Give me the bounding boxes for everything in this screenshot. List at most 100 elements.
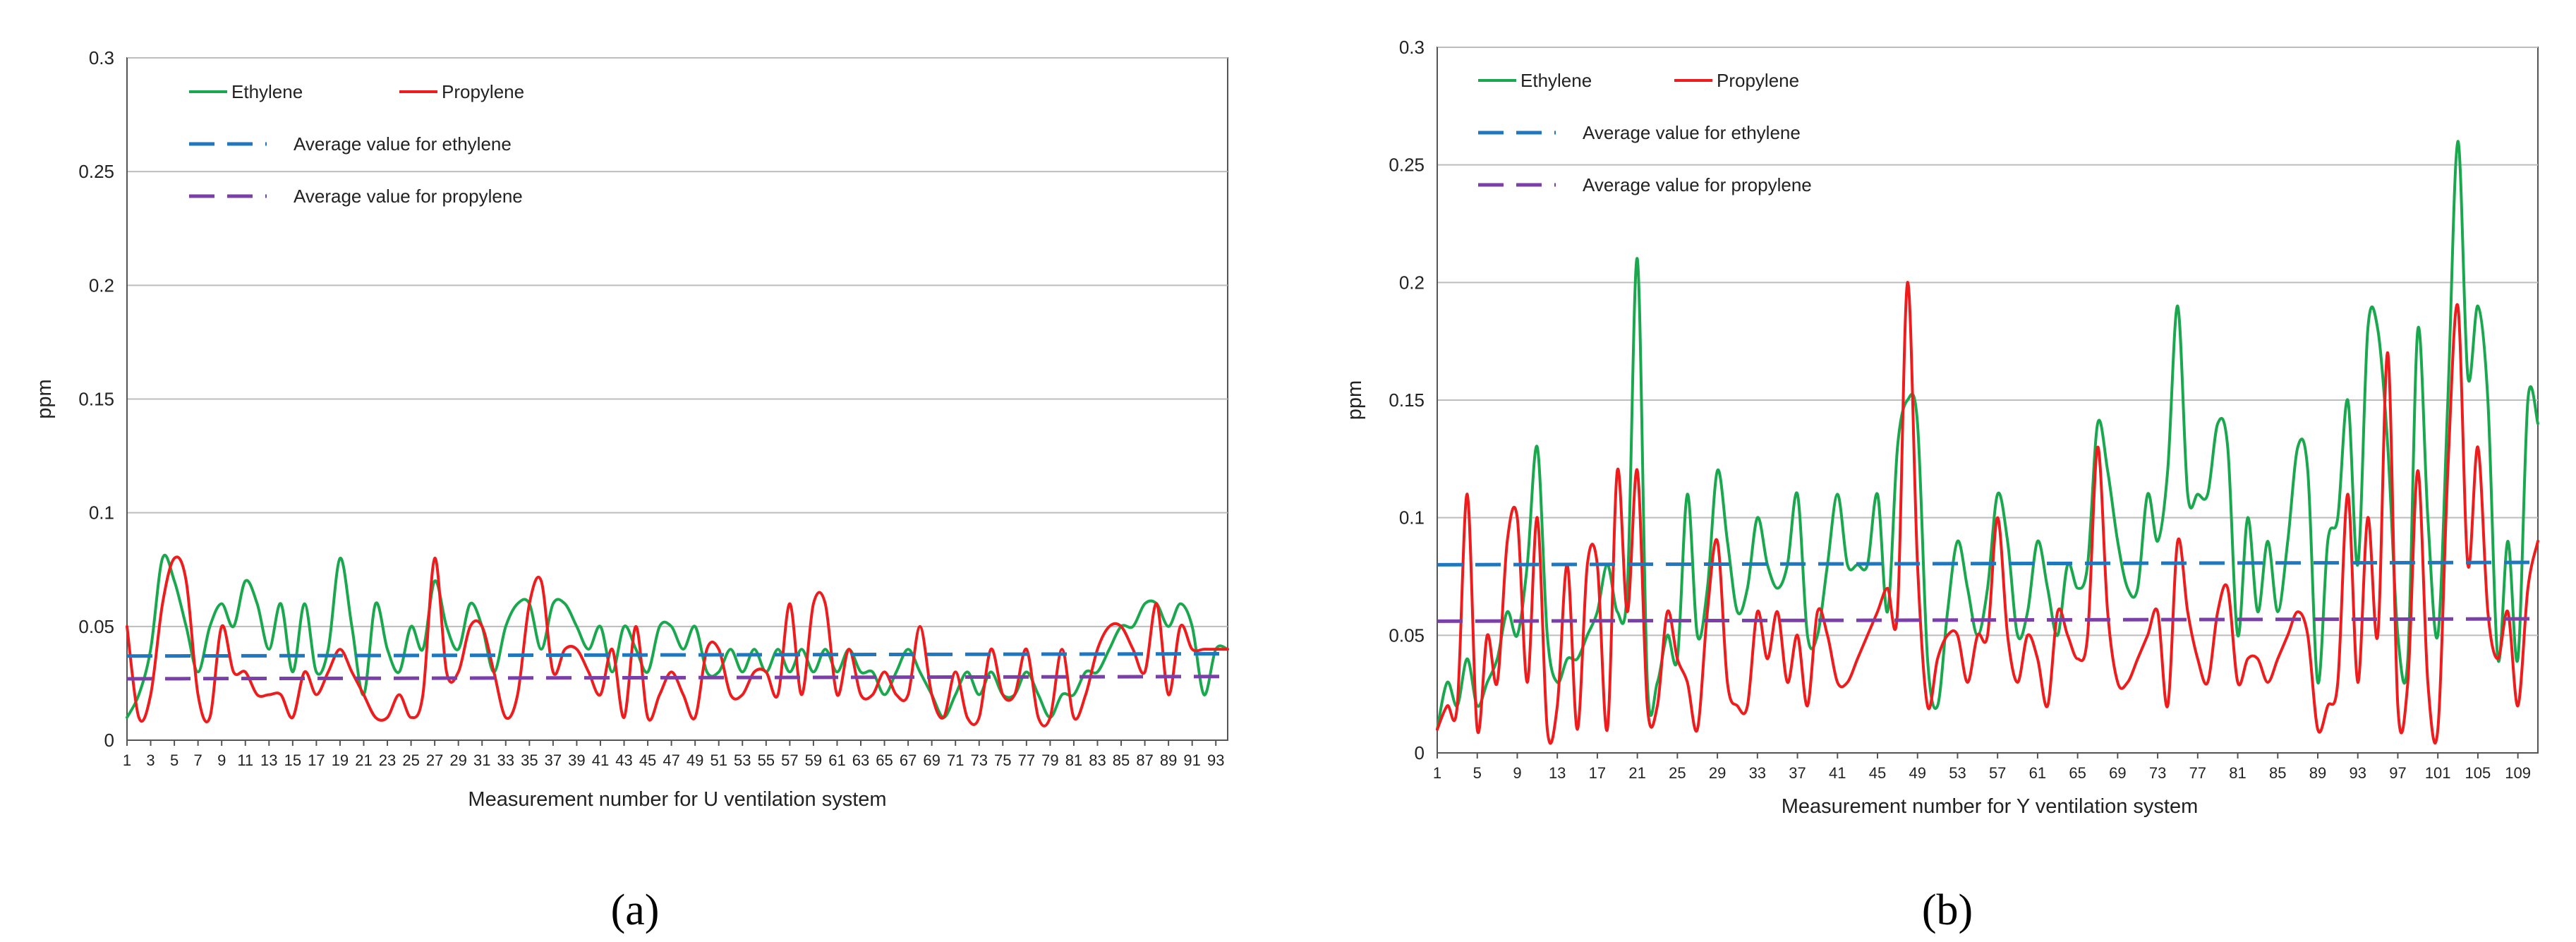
legend-label: Ethylene	[1520, 70, 1592, 91]
x-tick-label: 23	[379, 751, 396, 769]
x-tick-label: 1	[123, 751, 131, 769]
series-line-ethylene	[1436, 140, 2539, 731]
x-tick-label: 17	[308, 751, 325, 769]
x-tick-label: 39	[568, 751, 585, 769]
series-line-average-value-for-ethylene	[1437, 560, 2539, 567]
y-axis-title: ppm	[33, 379, 56, 418]
x-tick-label: 25	[1669, 764, 1686, 782]
x-tick-label: 31	[473, 751, 490, 769]
x-tick-label: 89	[2309, 764, 2326, 782]
x-tick-label: 5	[1473, 764, 1482, 782]
x-tick-label: 109	[2505, 764, 2531, 782]
x-tick-label: 5	[170, 751, 179, 769]
x-tick-label: 85	[2269, 764, 2286, 782]
y-tick-label: 0.2	[89, 274, 114, 296]
x-tick-label: 11	[237, 751, 253, 769]
x-tick-label: 85	[1113, 751, 1130, 769]
x-tick-label: 93	[1207, 751, 1224, 769]
x-tick-label: 7	[194, 751, 202, 769]
x-tick-label: 83	[1089, 751, 1106, 769]
y-tick-label: 0.1	[89, 502, 114, 524]
legend: Ethylene Propylene Average value for ethyl…	[189, 81, 524, 207]
x-axis-title: Measurement number for U ventilation sys…	[468, 788, 886, 811]
x-tick-label: 77	[2189, 764, 2206, 782]
x-tick-label: 29	[1709, 764, 1726, 782]
x-tick-label: 33	[497, 751, 514, 769]
x-tick-label: 61	[2029, 764, 2046, 782]
x-tick-label: 45	[1869, 764, 1886, 782]
x-tick-label: 25	[402, 751, 419, 769]
x-tick-label: 93	[2349, 764, 2366, 782]
x-tick-label: 59	[805, 751, 822, 769]
y-tick-label: 0.15	[78, 389, 114, 410]
x-tick-label: 75	[994, 751, 1011, 769]
x-tick-label: 57	[781, 751, 798, 769]
y-tick-label: 0.25	[1389, 155, 1425, 176]
x-tick-label: 29	[449, 751, 466, 769]
x-tick-label: 19	[332, 751, 349, 769]
x-tick-label: 1	[1433, 764, 1441, 782]
x-tick-label: 87	[1136, 751, 1153, 769]
series-line-average-value-for-ethylene	[126, 652, 1228, 658]
x-tick-label: 35	[521, 751, 538, 769]
y-tick-label: 0.2	[1399, 272, 1425, 293]
x-tick-label: 51	[710, 751, 727, 769]
legend-label: Average value for ethylene	[1583, 122, 1801, 143]
x-tick-label: 57	[1989, 764, 2006, 782]
x-tick-label: 69	[923, 751, 940, 769]
series-lines	[126, 553, 1229, 727]
x-tick-label: 41	[1829, 764, 1846, 782]
y-tick-label: 0.3	[1399, 37, 1425, 58]
x-tick-label: 53	[1949, 764, 1966, 782]
x-axis-title: Measurement number for Y ventilation sys…	[1782, 795, 2198, 818]
y-tick-label: 0.25	[78, 161, 114, 182]
y-tick-label: 0	[1415, 742, 1425, 763]
series-line-ethylene	[126, 553, 1229, 719]
y-tick-label: 0	[104, 730, 114, 751]
x-tick-label: 21	[355, 751, 372, 769]
y-tick-labels: 0 0.05 0.1 0.15 0.2 0.25 0.3	[1389, 37, 1425, 763]
x-tick-label: 49	[687, 751, 703, 769]
x-tick-label: 45	[639, 751, 656, 769]
x-tick-label: 33	[1749, 764, 1766, 782]
legend-label: Ethylene	[231, 81, 303, 102]
x-tick-label: 65	[876, 751, 893, 769]
series-line-average-value-for-propylene	[126, 675, 1228, 681]
legend: Ethylene Propylene Average value for ethyl…	[1478, 70, 1812, 195]
x-tick-label: 101	[2425, 764, 2451, 782]
x-tick-label: 61	[828, 751, 845, 769]
x-tick-label: 69	[2109, 764, 2126, 782]
x-tick-label: 73	[970, 751, 987, 769]
legend-label: Average value for ethylene	[294, 133, 512, 155]
x-tick-label: 81	[1065, 751, 1082, 769]
x-tick-label: 43	[615, 751, 632, 769]
y-axis-title: ppm	[1343, 380, 1366, 420]
x-tick-label: 71	[947, 751, 964, 769]
y-tick-label: 0.05	[1389, 624, 1425, 646]
axes	[1437, 47, 2538, 759]
x-tick-label: 55	[758, 751, 775, 769]
x-tick-labels: 1 5 9 13 17 21 25 29 33 37 41 45 49 53 57 61 65 69 73 77 81 8…	[1433, 764, 2531, 782]
x-tick-label: 3	[146, 751, 155, 769]
x-tick-label: 47	[663, 751, 679, 769]
x-tick-label: 13	[260, 751, 277, 769]
y-tick-label: 0.15	[1389, 390, 1425, 411]
x-tick-label: 13	[1549, 764, 1566, 782]
x-tick-label: 63	[852, 751, 869, 769]
x-tick-label: 73	[2149, 764, 2166, 782]
y-tick-label: 0.1	[1399, 507, 1425, 529]
y-tick-label: 0.05	[78, 616, 114, 637]
x-tick-label: 9	[217, 751, 226, 769]
x-tick-label: 91	[1183, 751, 1200, 769]
panel-label: (a)	[611, 886, 660, 934]
y-tick-labels: 0 0.05 0.1 0.15 0.2 0.25 0.3	[78, 47, 114, 751]
y-tick-label: 0.3	[89, 47, 114, 68]
x-tick-label: 77	[1018, 751, 1035, 769]
x-tick-label: 79	[1041, 751, 1058, 769]
chart-panel-b: 0 0.05 0.1 0.15 0.2 0.25 0.3 1 5 9 13 17 21 25 29 33 37…	[1343, 37, 2539, 934]
x-tick-label: 37	[545, 751, 562, 769]
x-tick-label: 67	[900, 751, 917, 769]
x-tick-label: 53	[734, 751, 751, 769]
series-lines	[1436, 140, 2539, 745]
